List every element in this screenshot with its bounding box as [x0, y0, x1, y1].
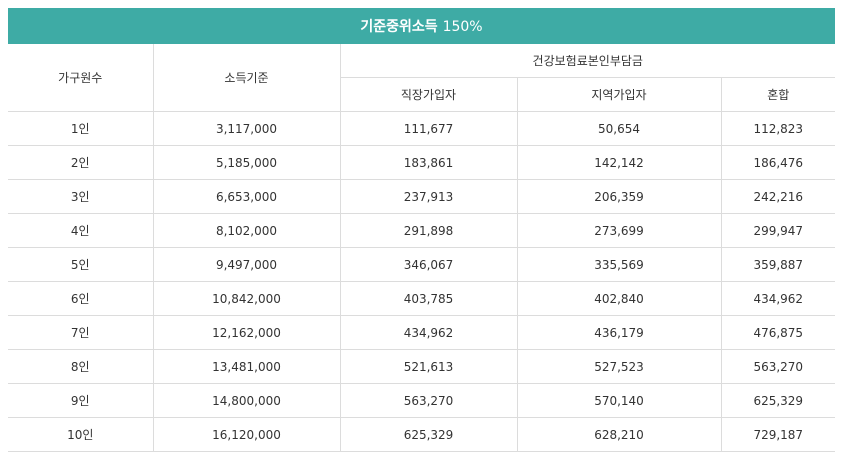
table-row: 5인 9,497,000 346,067 335,569 359,887 — [8, 247, 835, 282]
cell-income: 16,120,000 — [152, 417, 341, 452]
cell-household: 5인 — [8, 247, 154, 282]
table-row: 7인 12,162,000 434,962 436,179 476,875 — [8, 315, 835, 350]
income-premium-table-container: 기준중위소득 150% 가구원수 소득기준 건강보험료본인부담금 직장가입자 지… — [8, 8, 835, 452]
cell-workplace: 111,677 — [339, 111, 518, 146]
cell-household: 3인 — [8, 179, 154, 214]
table-row: 8인 13,481,000 521,613 527,523 563,270 — [8, 349, 835, 384]
cell-mixed: 729,187 — [720, 417, 835, 452]
cell-workplace: 625,329 — [339, 417, 518, 452]
table-title-text: 기준중위소득 — [360, 19, 438, 35]
cell-income: 3,117,000 — [152, 111, 341, 146]
cell-workplace: 346,067 — [339, 247, 518, 282]
table-title-suffix: 150% — [442, 19, 483, 35]
cell-workplace: 521,613 — [339, 349, 518, 384]
cell-mixed: 186,476 — [720, 145, 835, 180]
cell-household: 9인 — [8, 383, 154, 418]
cell-income: 13,481,000 — [152, 349, 341, 384]
cell-mixed: 434,962 — [720, 281, 835, 316]
table-row: 1인 3,117,000 111,677 50,654 112,823 — [8, 111, 835, 146]
cell-regional: 142,142 — [516, 145, 722, 180]
cell-workplace: 563,270 — [339, 383, 518, 418]
table-row: 3인 6,653,000 237,913 206,359 242,216 — [8, 179, 835, 214]
cell-workplace: 291,898 — [339, 213, 518, 248]
cell-income: 12,162,000 — [152, 315, 341, 350]
cell-mixed: 359,887 — [720, 247, 835, 282]
header-income: 소득기준 — [152, 43, 341, 112]
cell-workplace: 183,861 — [339, 145, 518, 180]
header-regional: 지역가입자 — [516, 77, 722, 112]
cell-household: 2인 — [8, 145, 154, 180]
cell-income: 5,185,000 — [152, 145, 341, 180]
cell-household: 8인 — [8, 349, 154, 384]
table-row: 9인 14,800,000 563,270 570,140 625,329 — [8, 383, 835, 418]
table-row: 6인 10,842,000 403,785 402,840 434,962 — [8, 281, 835, 316]
table-row: 4인 8,102,000 291,898 273,699 299,947 — [8, 213, 835, 248]
cell-regional: 50,654 — [516, 111, 722, 146]
cell-mixed: 242,216 — [720, 179, 835, 214]
cell-income: 10,842,000 — [152, 281, 341, 316]
header-workplace: 직장가입자 — [340, 77, 518, 112]
table-row: 10인 16,120,000 625,329 628,210 729,187 — [8, 417, 835, 452]
cell-workplace: 237,913 — [339, 179, 518, 214]
cell-income: 8,102,000 — [152, 213, 341, 248]
header-household: 가구원수 — [8, 43, 154, 112]
income-premium-table: 기준중위소득 150% 가구원수 소득기준 건강보험료본인부담금 직장가입자 지… — [8, 8, 835, 452]
cell-regional: 570,140 — [516, 383, 722, 418]
cell-mixed: 476,875 — [720, 315, 835, 350]
cell-regional: 206,359 — [516, 179, 722, 214]
cell-regional: 273,699 — [516, 213, 722, 248]
cell-mixed: 625,329 — [720, 383, 835, 418]
cell-income: 6,653,000 — [152, 179, 341, 214]
cell-regional: 436,179 — [516, 315, 722, 350]
header-premium-group: 건강보험료본인부담금 — [339, 43, 835, 78]
cell-workplace: 434,962 — [339, 315, 518, 350]
cell-regional: 335,569 — [516, 247, 722, 282]
cell-regional: 527,523 — [516, 349, 722, 384]
cell-household: 7인 — [8, 315, 154, 350]
cell-household: 1인 — [8, 111, 154, 146]
cell-regional: 628,210 — [516, 417, 722, 452]
cell-income: 14,800,000 — [152, 383, 341, 418]
cell-mixed: 563,270 — [720, 349, 835, 384]
cell-workplace: 403,785 — [339, 281, 518, 316]
cell-household: 6인 — [8, 281, 154, 316]
table-row: 2인 5,185,000 183,861 142,142 186,476 — [8, 145, 835, 180]
header-mixed: 혼합 — [720, 77, 835, 112]
cell-mixed: 299,947 — [720, 213, 835, 248]
cell-household: 4인 — [8, 213, 154, 248]
cell-mixed: 112,823 — [720, 111, 835, 146]
cell-regional: 402,840 — [516, 281, 722, 316]
table-title: 기준중위소득 150% — [8, 8, 835, 44]
cell-income: 9,497,000 — [152, 247, 341, 282]
cell-household: 10인 — [8, 417, 154, 452]
